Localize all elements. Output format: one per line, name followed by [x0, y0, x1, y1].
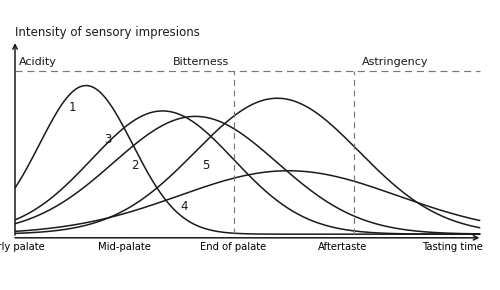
Text: 2: 2 — [132, 159, 139, 172]
Text: Bitterness: Bitterness — [173, 57, 229, 66]
Text: 1: 1 — [68, 101, 76, 114]
Text: Intensity of sensory impresions: Intensity of sensory impresions — [15, 26, 200, 39]
Text: 4: 4 — [180, 200, 188, 213]
Text: Astringency: Astringency — [362, 57, 428, 66]
Text: 5: 5 — [202, 159, 210, 172]
Text: 3: 3 — [104, 133, 112, 146]
Text: Acidity: Acidity — [20, 57, 57, 66]
